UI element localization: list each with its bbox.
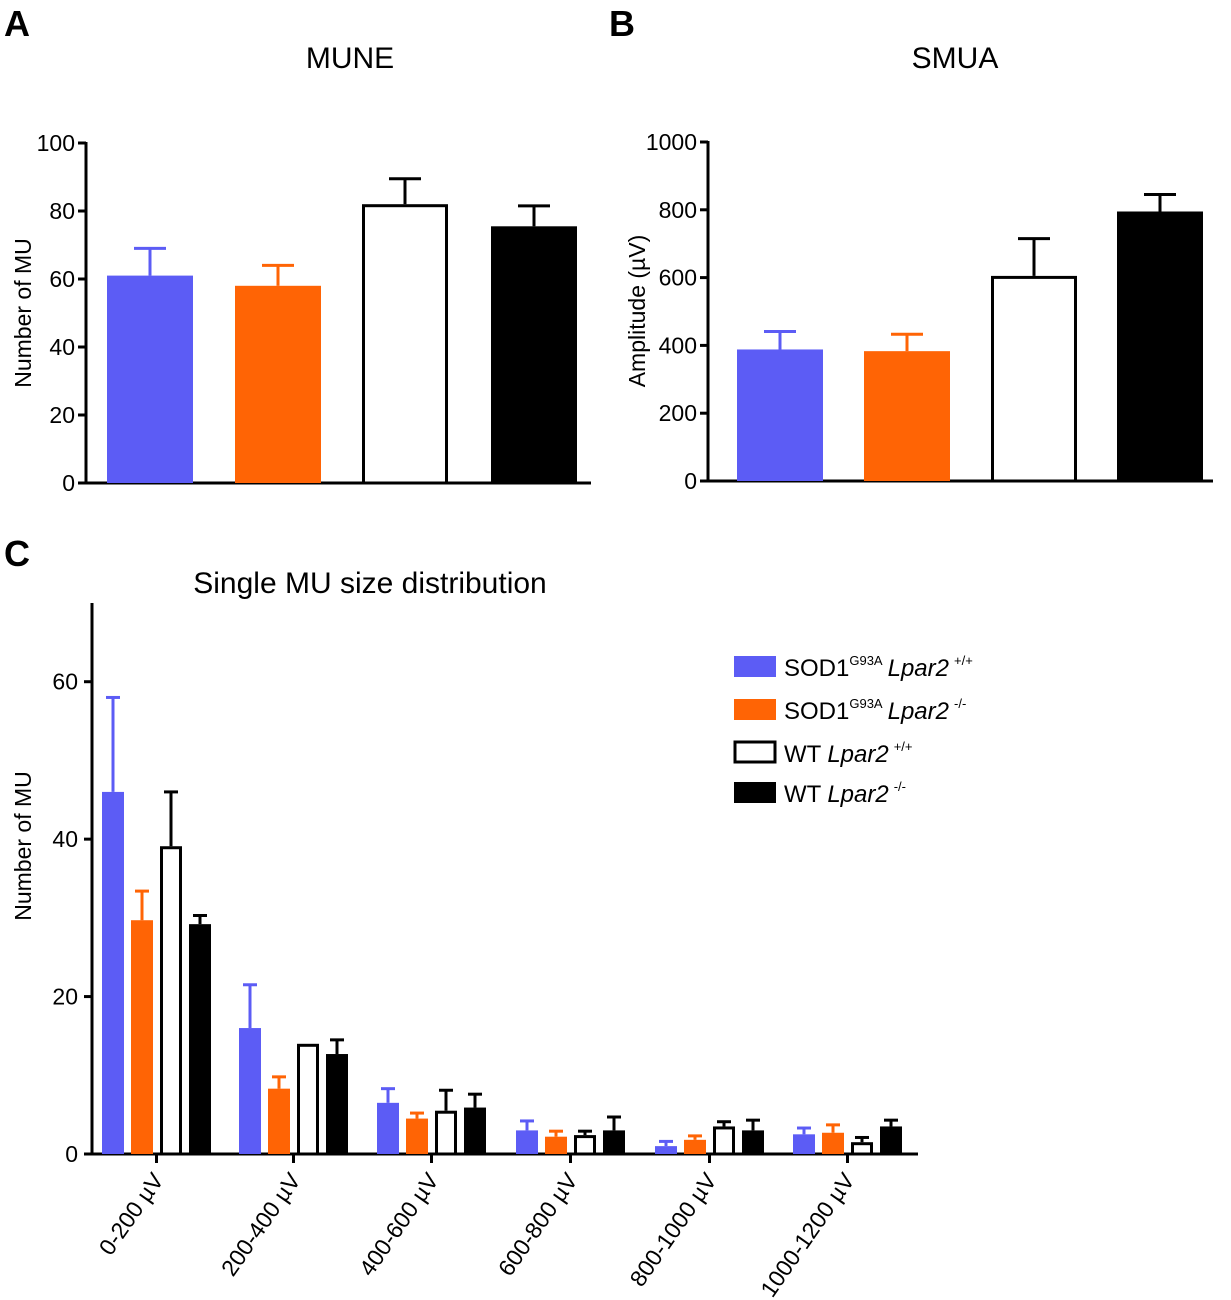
smua-bar-wt_lpar2_ko <box>1117 211 1203 481</box>
dist-bar-wt_lpar2_wt <box>713 1126 735 1156</box>
mune-y-tick-label: 20 <box>49 402 75 428</box>
dist-bar-wt_lpar2_ko <box>742 1130 764 1154</box>
dist-y-tick-label: 40 <box>52 826 78 852</box>
legend-label-wt-lpar2-ko: WT Lpar2 -/- <box>784 779 906 808</box>
dist-category-label: 1000-1200 µV <box>755 1167 860 1300</box>
legend-label-wt-lpar2-wt: WT Lpar2 +/+ <box>784 739 913 768</box>
y-axis-label-distribution: Number of MU <box>10 771 36 921</box>
dist-category-label: 400-600 µV <box>354 1167 444 1280</box>
mune-bar-sod1_lpar2_ko <box>235 285 321 483</box>
chart-smua: 0 200 400 600 800 1000 <box>646 129 1213 494</box>
dist-bar-sod1_lpar2_ko <box>268 1088 290 1154</box>
smua-y-tick-label: 600 <box>659 265 697 291</box>
legend-label-sod1-lpar2-ko: SOD1G93A Lpar2 -/- <box>784 696 966 725</box>
chart-title-mune: MUNE <box>306 42 394 75</box>
mune-y-tick-label: 0 <box>62 470 75 496</box>
dist-bar-wt_lpar2_ko <box>189 924 211 1154</box>
mune-bar-wt_lpar2_wt <box>362 204 448 485</box>
dist-bar-wt_lpar2_ko <box>326 1054 348 1154</box>
dist-bar-sod1_lpar2_wt <box>793 1134 815 1154</box>
dist-bar-sod1_lpar2_wt <box>516 1130 538 1154</box>
dist-y-tick-label: 20 <box>52 984 78 1010</box>
dist-y-tick-label: 0 <box>65 1141 78 1167</box>
dist-bar-sod1_lpar2_wt <box>102 791 124 1154</box>
y-axis-label-mune: Number of MU <box>10 238 36 388</box>
mune-y-tick-label: 100 <box>37 130 75 156</box>
dist-bar-sod1_lpar2_ko <box>822 1132 844 1154</box>
dist-category-label: 800-1000 µV <box>624 1167 721 1291</box>
dist-bar-sod1_lpar2_wt <box>239 1028 261 1154</box>
dist-bar-wt_lpar2_wt <box>435 1110 457 1156</box>
mune-y-tick-label: 40 <box>49 334 75 360</box>
dist-bar-sod1_lpar2_ko <box>684 1139 706 1154</box>
mune-y-tick-label: 60 <box>49 266 75 292</box>
dist-bar-wt_lpar2_ko <box>464 1107 486 1154</box>
chart-title-distribution: Single MU size distribution <box>193 567 546 600</box>
y-axis-label-smua: Amplitude (µV) <box>624 235 650 388</box>
smua-y-tick-label: 1000 <box>646 129 697 155</box>
smua-y-tick-label: 200 <box>659 400 697 426</box>
dist-category-label: 200-400 µV <box>216 1167 306 1280</box>
mune-bar-sod1_lpar2_wt <box>107 275 193 483</box>
dist-bar-sod1_lpar2_wt <box>377 1102 399 1154</box>
dist-y-tick-label: 60 <box>52 669 78 695</box>
dist-category-label: 600-800 µV <box>493 1167 583 1280</box>
dist-bar-wt_lpar2_wt <box>297 1043 319 1156</box>
smua-bar-wt_lpar2_wt <box>991 275 1077 483</box>
legend-swatch-wt-lpar2-wt <box>733 740 777 764</box>
dist-bar-wt_lpar2_ko <box>880 1126 902 1154</box>
legend-swatch-wt-lpar2-ko <box>734 782 776 803</box>
panel-letter-a: A <box>4 3 30 44</box>
dist-bar-wt_lpar2_wt <box>851 1142 873 1156</box>
dist-category-label: 0-200 µV <box>93 1167 168 1259</box>
legend-swatch-sod1-lpar2-ko <box>734 699 776 720</box>
mune-bar-wt_lpar2_ko <box>491 226 577 484</box>
chart-title-smua: SMUA <box>912 42 999 75</box>
dist-bar-wt_lpar2_ko <box>603 1130 625 1154</box>
mune-y-tick-label: 80 <box>49 198 75 224</box>
panel-letter-b: B <box>609 3 635 44</box>
legend-label-sod1-lpar2-wt: SOD1G93A Lpar2 +/+ <box>784 653 973 682</box>
dist-bar-wt_lpar2_wt <box>574 1135 596 1156</box>
legend: SOD1G93A Lpar2 +/+ SOD1G93A Lpar2 -/- WT Lpar… <box>733 653 973 808</box>
dist-bar-sod1_lpar2_ko <box>545 1136 567 1154</box>
dist-bar-sod1_lpar2_ko <box>406 1118 428 1154</box>
smua-bar-sod1_lpar2_ko <box>864 351 950 481</box>
smua-y-tick-label: 400 <box>659 332 697 358</box>
smua-y-tick-label: 800 <box>659 197 697 223</box>
smua-bar-sod1_lpar2_wt <box>737 349 823 481</box>
dist-bar-sod1_lpar2_wt <box>655 1146 677 1154</box>
chart-mune: 0 20 40 60 80 100 <box>37 130 591 496</box>
dist-bar-wt_lpar2_wt <box>160 846 182 1156</box>
dist-bar-sod1_lpar2_ko <box>131 920 153 1154</box>
legend-swatch-sod1-lpar2-wt <box>734 656 776 677</box>
smua-y-tick-label: 0 <box>684 468 697 494</box>
panel-letter-c: C <box>4 533 30 574</box>
